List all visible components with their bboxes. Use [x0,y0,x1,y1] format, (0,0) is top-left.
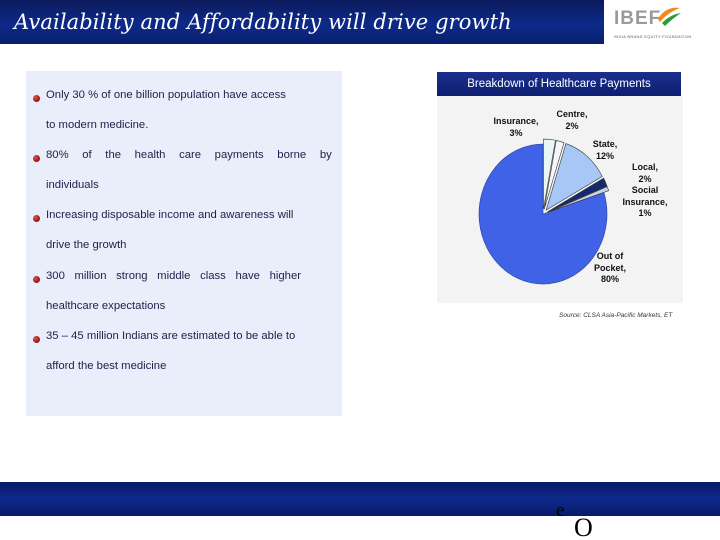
bullets-panel: Only 30 % of one billion population have… [26,71,342,416]
bullet-dot [33,276,40,283]
pie-chart-svg [478,138,609,285]
pie-slice-insurance [543,138,556,210]
bullet-1-text-1: Only 30 % of one billion population have… [46,89,286,101]
footer-band [0,482,720,516]
pie-slice-state [545,143,603,211]
bullet-5-line-1: 35 – 45 million Indians are estimated to… [46,330,296,342]
pie-label-oop-name-1: Out of [596,251,624,261]
page-title: Availability and Affordability will driv… [14,10,512,34]
pie-label-social-name-1: Social [631,185,659,195]
pie-slice-social-insurance [547,186,609,213]
pie-label-centre-name: Centre, [556,109,588,119]
pie-slice-out-of-pocket [478,143,608,285]
pie-label-state-name: State, [592,139,618,149]
pie-label-oop-name-2: Pocket, [593,262,626,273]
pie-label-state: State, 12% [585,139,625,162]
pie-label-local-social: Local, 2% Social Insurance, 1% [615,162,675,220]
pie-label-insurance-value: 3% [509,127,523,138]
pie-label-local-name: Local, [631,162,658,172]
logo-tagline: INDIA BRAND EQUITY FOUNDATION [614,34,692,39]
source-note: Source: CLSA Asia-Pacific Markets, ET [559,312,673,319]
pie-label-insurance: Insurance, 3% [487,116,545,139]
footer-glyph-o: O [574,513,593,540]
chart-title: Breakdown of Healthcare Payments [437,72,681,96]
bullet-5-line-2: afford the best medicine [46,360,167,372]
pie-chart: Insurance, 3% Centre, 2% State, 12% Loca… [437,96,683,303]
bullet-dot [33,336,40,343]
pie-label-local-value: 2% [638,173,652,184]
pie-label-state-value: 12% [595,150,614,161]
logo-wordmark: IBEF [614,8,662,29]
footer-glyph-e: e [556,500,565,521]
logo-swoosh-icon [658,7,681,26]
ibef-logo: IBEF INDIA BRAND EQUITY FOUNDATION [604,0,720,44]
pie-label-insurance-name: Insurance, [493,116,539,126]
pie-label-social-name-2: Insurance, [622,196,668,207]
pie-slice-centre [543,140,565,210]
pie-slice-local [547,177,608,213]
pie-label-centre: Centre, 2% [547,109,597,132]
pie-label-oop-value: 80% [600,274,619,284]
bullet-dot [33,215,40,222]
title-band [0,0,720,44]
bullet-4-line-2: healthcare expectations [46,300,166,312]
bullet-1-line-2: to modern medicine. [46,119,149,131]
pie-label-centre-value: 2% [565,120,579,131]
bullet-1-line-1: Only 30 % of one billion population have… [46,89,330,101]
bullet-dot [33,155,40,162]
bullet-2-line-1: 80% of the health care payments borne by [46,149,332,161]
pie-label-social-value: 1% [638,208,652,218]
bullet-4-line-1: 300 million strong middle class have hig… [46,270,302,282]
footer-strip [0,516,720,540]
pie-label-out-of-pocket: Out of Pocket, 80% [587,251,633,286]
bullet-dot [33,95,40,102]
bullet-2-line-2: individuals [46,179,99,191]
bullet-3-line-1: Increasing disposable income and awarene… [46,209,294,221]
bullet-3-line-2: drive the growth [46,239,127,251]
